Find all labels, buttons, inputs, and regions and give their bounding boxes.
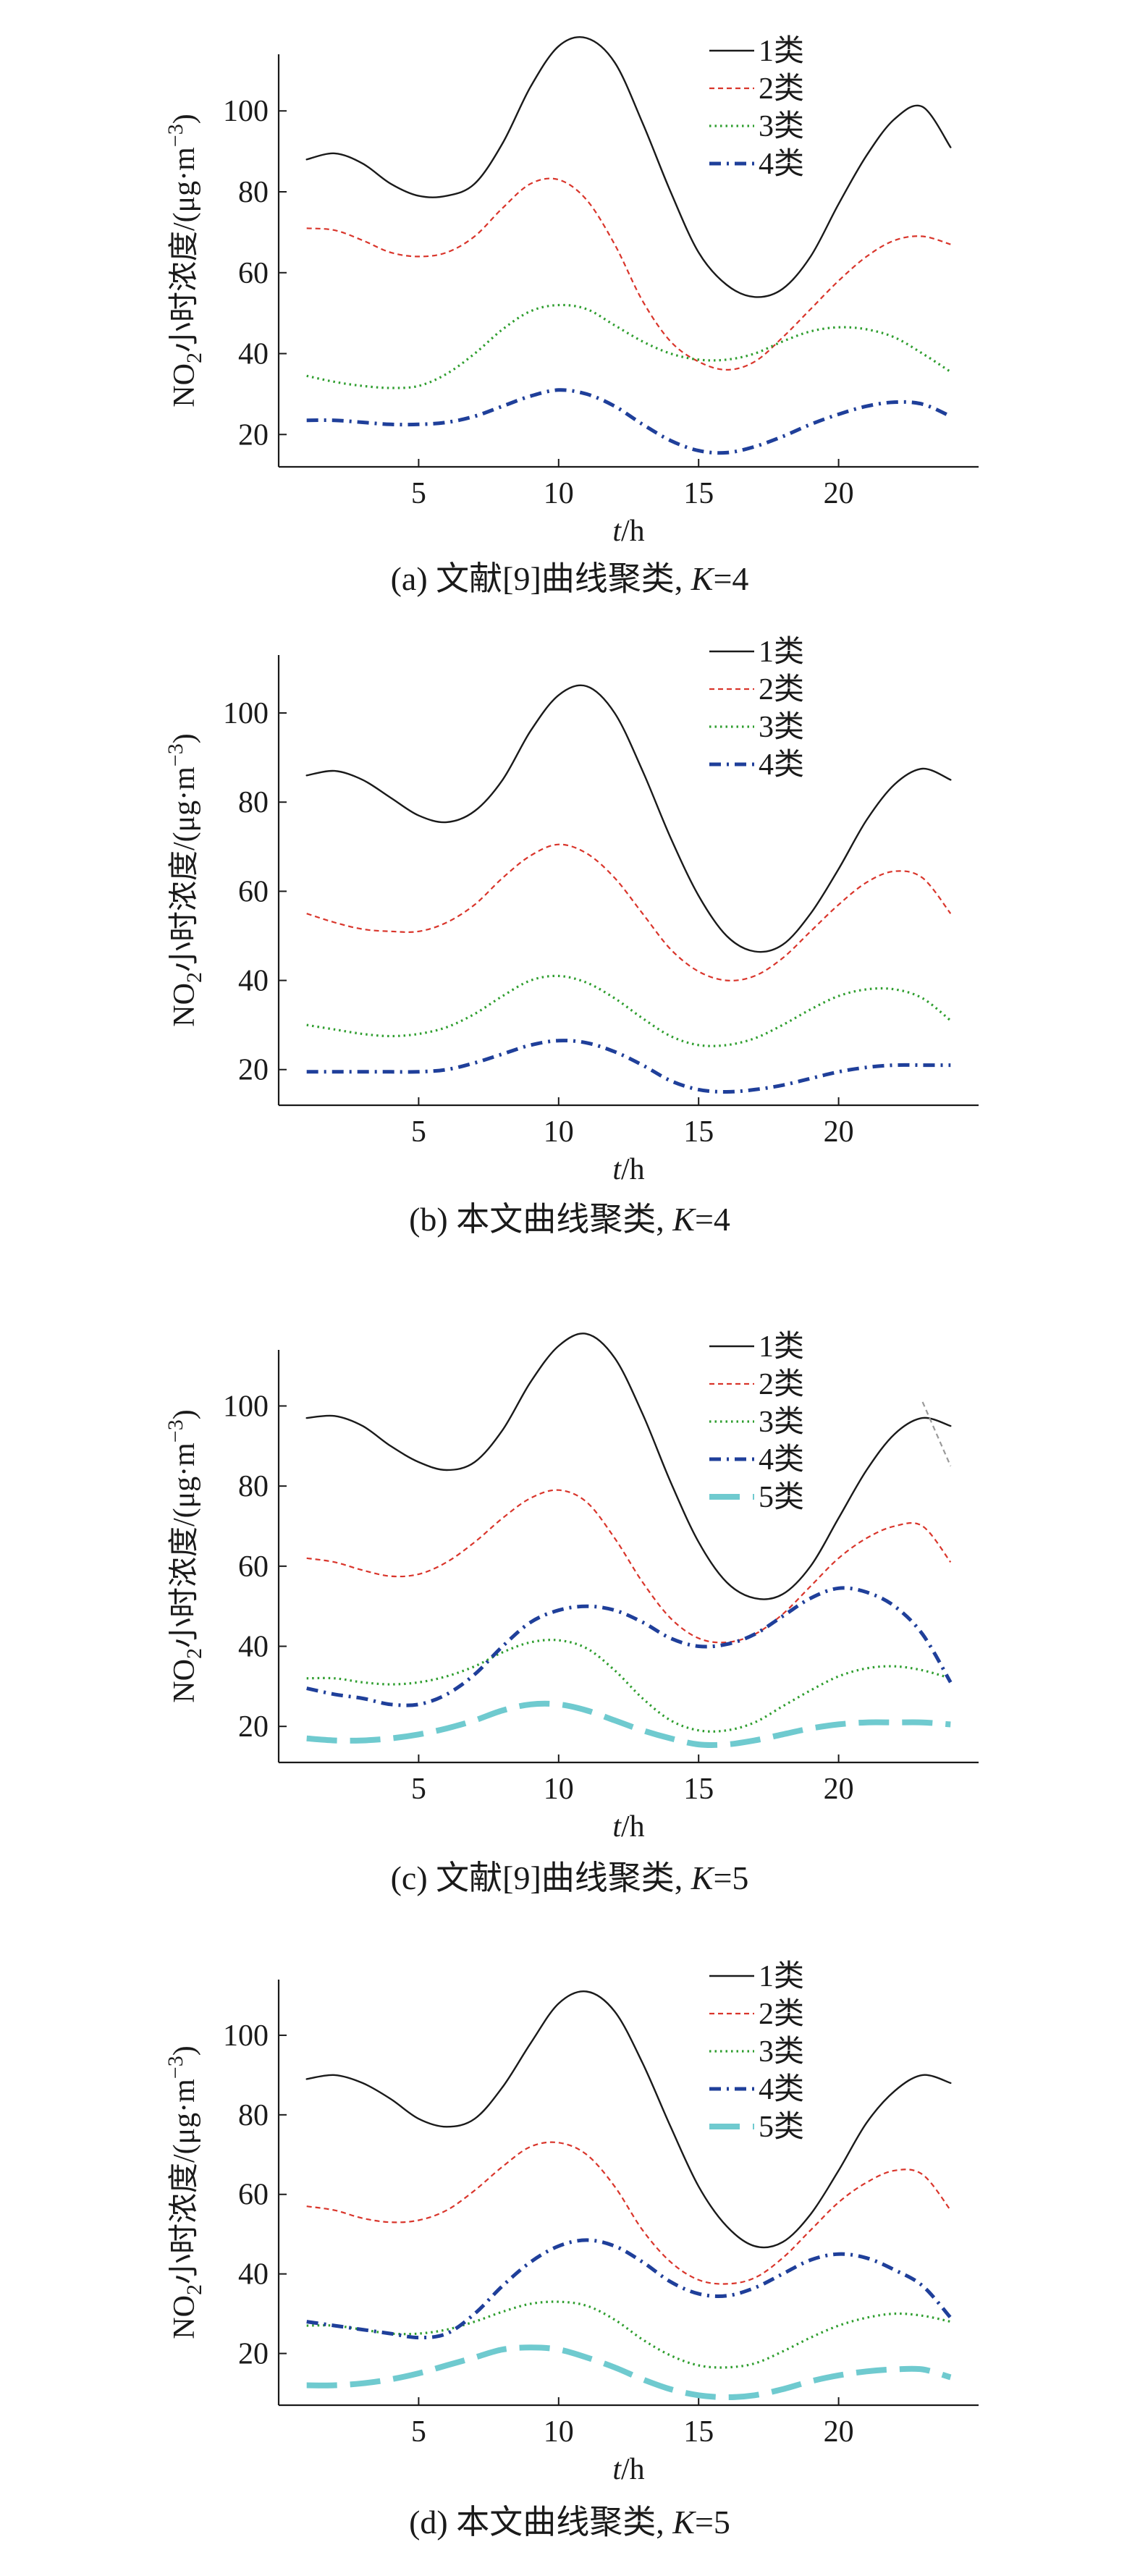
- y-tick-label: 40: [238, 1631, 269, 1664]
- chart-panel-d: 20 40 60 80 100 5 10 15 20 t/h NO2小时浓度/(μg·m−3) 1类 2…: [164, 1960, 979, 2541]
- y-tick-label: 80: [238, 2099, 269, 2132]
- y-tick-label: 80: [238, 1470, 269, 1503]
- y-axis-label: NO2小时浓度/(μg·m−3): [164, 1409, 206, 1702]
- y-axis-label: NO2小时浓度/(μg·m−3): [164, 2045, 206, 2339]
- x-tick-label: 15: [683, 1115, 714, 1149]
- x-axis-label: t/h: [612, 515, 644, 548]
- x-tick-label: 20: [824, 477, 854, 510]
- y-tick-label: 80: [238, 786, 269, 819]
- legend-label: 3类: [759, 711, 804, 744]
- legend-label: 1类: [759, 35, 804, 68]
- series-line-1: [305, 684, 952, 953]
- series-line-4: [306, 388, 952, 455]
- series-line-2: [306, 843, 952, 981]
- x-axis-label: t/h: [612, 1810, 644, 1844]
- y-tick-label: 40: [238, 338, 269, 371]
- x-tick-label: 10: [544, 477, 574, 510]
- y-tick-label: 100: [223, 95, 269, 128]
- legend-label: 4类: [759, 148, 804, 181]
- x-tick-label: 15: [683, 1773, 714, 1806]
- y-tick-label: 40: [238, 965, 269, 998]
- legend-label: 2类: [759, 673, 804, 706]
- series-line-2: [306, 2141, 952, 2285]
- x-tick-label: 20: [824, 1773, 854, 1806]
- y-tick-label: 100: [223, 2019, 269, 2053]
- legend-label: 5类: [759, 1481, 804, 1514]
- series-line-1: [305, 1990, 952, 2249]
- y-tick-label: 60: [238, 257, 269, 290]
- y-tick-label: 60: [238, 1550, 269, 1584]
- x-tick-label: 5: [411, 2415, 426, 2449]
- legend-label: 4类: [759, 748, 804, 782]
- series-line-1: [305, 1333, 952, 1600]
- series-line-3: [306, 1639, 951, 1733]
- series-line-3: [306, 2300, 951, 2369]
- y-tick-label: 20: [238, 1710, 269, 1744]
- series-line-2: [306, 1489, 952, 1644]
- chart-panel-c: 20 40 60 80 100 5 10 15 20 t/h NO2小时浓度/(μg·m−3) 1类 2…: [164, 1330, 979, 1896]
- legend-label: 1类: [759, 1960, 804, 1993]
- y-tick-label: 100: [223, 697, 269, 730]
- legend-label: 4类: [759, 1443, 804, 1477]
- x-axis-label: t/h: [612, 1153, 644, 1186]
- legend-label: 3类: [759, 2035, 804, 2069]
- figure-caption: (b) 本文曲线聚类, K=4: [409, 1201, 730, 1238]
- y-tick-label: 60: [238, 875, 269, 908]
- x-tick-label: 15: [683, 2415, 714, 2449]
- legend-label: 1类: [759, 635, 804, 669]
- legend-label: 2类: [759, 72, 804, 106]
- chart-panel-a: 20 40 60 80 100 5 10 15 20 t/h NO2小时浓度/(μg·m−3) 1类 2…: [164, 35, 979, 597]
- series-line-5: [306, 1700, 951, 1748]
- y-tick-label: 40: [238, 2258, 269, 2292]
- series-line-1: [305, 36, 952, 298]
- legend-label: 4类: [759, 2073, 804, 2106]
- x-tick-label: 20: [824, 2415, 854, 2449]
- x-tick-label: 5: [411, 477, 426, 510]
- legend-label: 2类: [759, 1368, 804, 1401]
- x-axis-label: t/h: [612, 2453, 644, 2486]
- legend-label: 2类: [759, 1998, 804, 2031]
- chart-panel-b: 20 40 60 80 100 5 10 15 20 t/h NO2小时浓度/(μg·m−3) 1类 2…: [164, 635, 979, 1238]
- figure-caption: (d) 本文曲线聚类, K=5: [409, 2504, 730, 2541]
- series-line-4: [306, 1586, 953, 1707]
- x-tick-label: 15: [683, 477, 714, 510]
- legend-label: 3类: [759, 110, 804, 143]
- x-tick-label: 5: [411, 1115, 426, 1149]
- series-line-3: [306, 303, 952, 389]
- series-line-fragment: [921, 1401, 952, 1466]
- x-tick-label: 10: [544, 1773, 574, 1806]
- x-tick-label: 10: [544, 1115, 574, 1149]
- y-axis-label: NO2小时浓度/(μg·m−3): [164, 114, 206, 407]
- series-line-4: [306, 2238, 953, 2340]
- series-line-3: [306, 974, 952, 1047]
- x-tick-label: 5: [411, 1773, 426, 1806]
- y-tick-label: 80: [238, 176, 269, 209]
- y-tick-label: 20: [238, 1054, 269, 1087]
- figure-caption: (a) 文献[9]曲线聚类, K=4: [391, 560, 749, 597]
- figure-caption: (c) 文献[9]曲线聚类, K=5: [391, 1859, 749, 1896]
- x-tick-label: 10: [544, 2415, 574, 2449]
- series-line-2: [306, 177, 951, 371]
- legend-label: 5类: [759, 2111, 804, 2144]
- y-tick-label: 60: [238, 2179, 269, 2212]
- series-line-4: [306, 1039, 951, 1094]
- legend-label: 1类: [759, 1330, 804, 1364]
- legend-label: 3类: [759, 1406, 804, 1439]
- x-tick-label: 20: [824, 1115, 854, 1149]
- series-line-5: [306, 2344, 952, 2400]
- y-tick-label: 20: [238, 2338, 269, 2371]
- y-tick-label: 100: [223, 1390, 269, 1423]
- y-axis-label: NO2小时浓度/(μg·m−3): [164, 733, 206, 1026]
- y-tick-label: 20: [238, 418, 269, 452]
